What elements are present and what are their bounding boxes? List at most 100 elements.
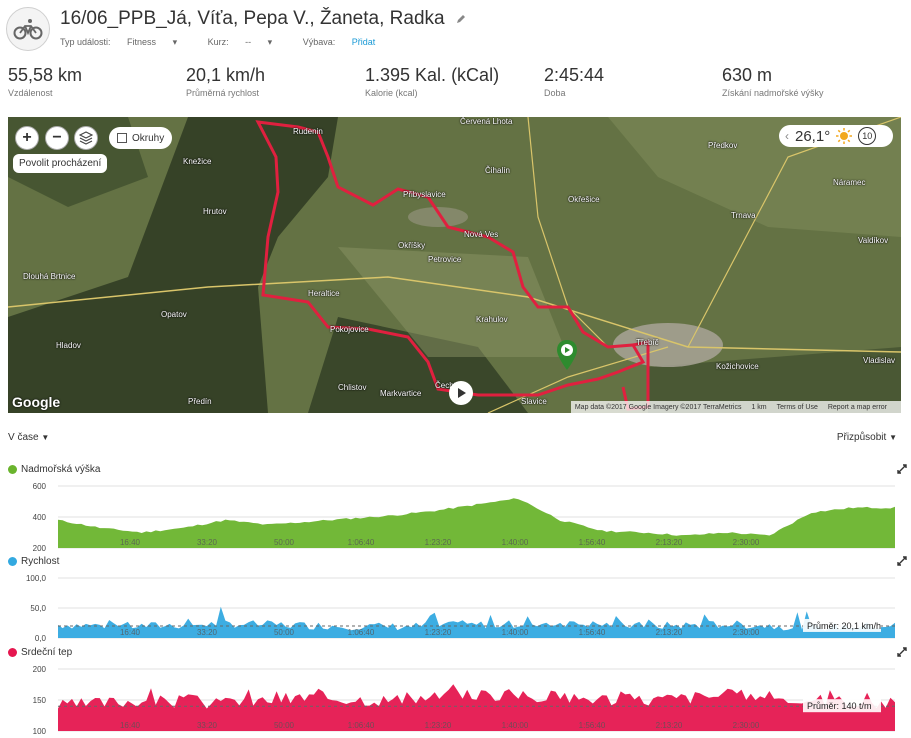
okruhy-checkbox[interactable] <box>117 133 127 143</box>
event-type-label: Typ události: <box>60 37 111 47</box>
x-tick-label: 16:40 <box>120 721 141 730</box>
x-tick-label: 1:56:40 <box>579 628 606 637</box>
wind-badge: 10 <box>858 127 877 145</box>
layers-icon <box>79 131 93 145</box>
heart-rate-plot[interactable]: 200 150 100 16:40 33:20 50:00 1:06:40 1:23:20 1:… <box>0 661 911 738</box>
playback-button[interactable] <box>449 381 473 405</box>
place-label: Čechtín <box>435 381 463 390</box>
fit-dropdown[interactable]: Přizpůsobit ▼ <box>837 432 897 443</box>
activity-header: 16/06_PPB_Já, Víťa, Pepa V., Žaneta, Rad… <box>0 0 911 60</box>
route-map[interactable]: Rudenin Knežice Hrutov Dlouhá Brtnice Op… <box>8 117 901 413</box>
x-tick-label: 1:56:40 <box>579 538 606 547</box>
y-tick-label: 0,0 <box>35 634 47 643</box>
place-label: Opatov <box>161 310 187 319</box>
elevation-plot[interactable]: 600 400 200 16:40 33:20 50:00 1:06:40 1:23:20 1:… <box>0 478 911 554</box>
map-start-marker[interactable] <box>557 340 577 375</box>
x-tick-label: 1:06:40 <box>348 538 375 547</box>
x-tick-label: 33:20 <box>197 721 218 730</box>
time-mode-dropdown[interactable]: V čase ▼ <box>8 432 49 443</box>
x-tick-label: 2:30:00 <box>733 721 760 730</box>
y-tick-label: 100,0 <box>26 574 47 583</box>
x-tick-label: 1:06:40 <box>348 721 375 730</box>
heart-rate-chart-title: Srdeční tep <box>8 647 72 658</box>
stat-avg-speed: 20,1 km/h Průměrná rychlost <box>186 65 265 98</box>
pencil-icon[interactable] <box>456 8 466 30</box>
x-tick-label: 1:56:40 <box>579 721 606 730</box>
place-label: Pokojovice <box>330 325 369 334</box>
y-tick-label: 200 <box>33 544 47 553</box>
play-icon <box>458 388 466 398</box>
speed-chart-title: Rychlost <box>8 556 59 567</box>
x-tick-label: 1:23:20 <box>425 538 452 547</box>
event-type-value: Fitness <box>127 37 157 47</box>
x-tick-label: 50:00 <box>274 721 295 730</box>
place-label: Hladov <box>56 341 81 350</box>
place-label: Nová Ves <box>464 230 499 239</box>
okruhy-label: Okruhy <box>132 132 165 144</box>
place-label: Dlouhá Brtnice <box>23 272 76 281</box>
stats-bar: 55,58 km Vzdálenost 20,1 km/h Průměrná r… <box>0 65 911 105</box>
route-line <box>255 120 646 397</box>
temperature-value: 26,1° <box>795 127 831 145</box>
layers-button[interactable] <box>74 126 98 150</box>
weather-widget[interactable]: ‹ 26,1° 10 <box>779 125 893 147</box>
enable-scroll-label: Povolit procházení <box>19 158 102 169</box>
zoom-in-label: + <box>22 129 32 146</box>
cycling-icon <box>6 7 50 51</box>
place-label: Předkov <box>708 141 738 150</box>
stat-calories: 1.395 Kal. (kCal) Kalorie (kcal) <box>365 65 499 98</box>
chevron-down-icon: ▼ <box>41 433 50 442</box>
event-type[interactable]: Typ události: Fitness ▾ <box>60 37 191 47</box>
elevation-chart: Nadmořská výška 600 400 200 16:40 33:20 50:00… <box>0 464 911 554</box>
okruhy-toggle[interactable]: Okruhy <box>109 127 173 149</box>
gear-label: Výbava: <box>302 37 336 47</box>
y-tick-label: 600 <box>33 482 47 491</box>
stat-distance: 55,58 km Vzdálenost <box>8 65 82 98</box>
stat-value: 1.395 Kal. (kCal) <box>365 65 500 85</box>
x-tick-label: 33:20 <box>197 538 218 547</box>
stat-duration: 2:45:44 Doba <box>544 65 604 98</box>
x-tick-label: 16:40 <box>120 628 141 637</box>
place-label: Okřešice <box>568 195 600 204</box>
heart-rate-chart: Srdeční tep 200 150 100 16:40 33:20 50:00 1:06… <box>0 647 911 738</box>
data-area <box>58 498 895 548</box>
sun-icon <box>836 128 853 144</box>
data-area <box>58 684 895 731</box>
x-tick-label: 1:23:20 <box>425 721 452 730</box>
stat-value: 2:45:44 <box>544 65 605 85</box>
fit-label: Přizpůsobit <box>836 432 887 443</box>
place-label: Předín <box>188 397 212 406</box>
stat-value: 55,58 km <box>8 65 83 85</box>
course-label: Kurz: <box>207 37 229 47</box>
x-tick-label: 1:40:00 <box>502 538 529 547</box>
chevron-left-icon[interactable]: ‹ <box>785 129 789 143</box>
terms-link[interactable]: Terms of Use <box>776 403 818 411</box>
place-label: Hrutov <box>203 207 227 216</box>
y-tick-label: 50,0 <box>30 604 46 613</box>
google-logo: Google <box>12 394 61 410</box>
speed-chart: Rychlost 100,0 50,0 0,0 16:40 33:20 50:00 1:06… <box>0 556 911 646</box>
zoom-in-button[interactable]: + <box>15 126 39 150</box>
place-label: Okříšky <box>398 241 426 250</box>
activity-title[interactable]: 16/06_PPB_Já, Víťa, Pepa V., Žaneta, Rad… <box>60 8 466 30</box>
zoom-out-button[interactable]: − <box>45 126 69 150</box>
x-tick-label: 1:40:00 <box>502 721 529 730</box>
heart-title-text: Srdeční tep <box>21 647 73 658</box>
x-tick-label: 1:06:40 <box>348 628 375 637</box>
add-gear-link[interactable]: Přidat <box>351 37 376 47</box>
x-tick-label: 2:30:00 <box>733 538 760 547</box>
average-label-bg <box>803 699 881 713</box>
course[interactable]: Kurz: -- ▾ <box>208 37 287 47</box>
y-tick-label: 400 <box>33 513 47 522</box>
y-tick-label: 150 <box>33 696 47 705</box>
speed-plot[interactable]: 100,0 50,0 0,0 16:40 33:20 50:00 1:06:40 1:23:2… <box>0 570 911 646</box>
stat-label: Získání nadmořské výšky <box>722 88 824 98</box>
place-label: Slavice <box>521 397 547 406</box>
enable-scroll-button[interactable]: Povolit procházení <box>13 154 108 173</box>
place-label: Vladislav <box>863 356 896 365</box>
stat-label: Kalorie (kcal) <box>365 88 418 98</box>
place-label: Krahulov <box>476 315 508 324</box>
report-error-link[interactable]: Report a map error <box>827 403 887 411</box>
zoom-out-label: − <box>52 129 62 146</box>
speed-title-text: Rychlost <box>21 556 60 567</box>
